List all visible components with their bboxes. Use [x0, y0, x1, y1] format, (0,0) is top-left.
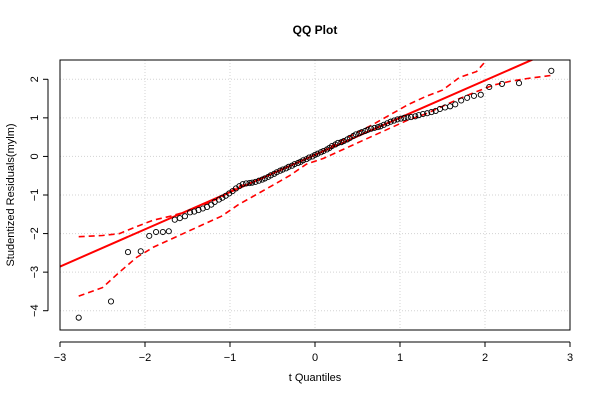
x-tick-label: −3 — [54, 352, 67, 364]
data-point — [199, 205, 206, 212]
data-point — [246, 179, 253, 187]
data-point — [267, 172, 274, 179]
data-point — [387, 118, 394, 125]
data-point — [380, 121, 387, 128]
data-point — [424, 110, 431, 117]
data-point — [397, 115, 404, 122]
data-point — [171, 216, 178, 223]
data-point — [452, 101, 459, 108]
data-point — [384, 120, 391, 127]
data-point — [176, 215, 183, 222]
data-point — [390, 117, 398, 124]
x-tick-label: 1 — [397, 352, 403, 364]
x-tick-label: −2 — [139, 352, 152, 364]
data-point — [255, 177, 262, 184]
y-tick-label: −2 — [29, 227, 41, 240]
data-point — [137, 248, 144, 255]
plot-frame — [59, 59, 571, 331]
y-tick-label: −3 — [29, 266, 41, 279]
grid — [59, 60, 571, 330]
data-point — [415, 112, 422, 119]
data-point — [498, 80, 506, 87]
data-point — [464, 94, 471, 101]
y-axis-label: Studentized Residuals(mylm) — [5, 123, 17, 266]
data-point — [334, 139, 342, 146]
y-tick-label: −4 — [29, 304, 41, 317]
x-tick-label: 2 — [482, 352, 488, 364]
data-point — [159, 228, 166, 236]
x-tick-label: −1 — [224, 352, 237, 364]
data-point — [261, 175, 268, 182]
x-tick-label: 3 — [567, 352, 573, 364]
data-point — [374, 124, 381, 131]
data-point — [404, 114, 411, 121]
data-point — [239, 181, 246, 188]
data-point — [252, 178, 259, 185]
data-point — [364, 126, 371, 133]
data-point — [368, 125, 375, 132]
data-point — [208, 201, 215, 208]
data-point — [346, 134, 353, 141]
data-point — [152, 228, 160, 236]
data-point — [236, 183, 243, 190]
y-tick-label: 0 — [29, 153, 41, 159]
data-point — [428, 109, 435, 116]
data-point — [195, 206, 202, 214]
data-point — [314, 150, 321, 157]
data-point — [328, 142, 336, 150]
data-point — [377, 123, 384, 130]
data-point — [371, 124, 378, 131]
data-point — [285, 163, 292, 170]
data-point — [124, 249, 132, 256]
data-point — [191, 208, 198, 215]
data-point — [186, 209, 194, 216]
data-point — [249, 179, 256, 186]
chart-title: QQ Plot — [293, 23, 338, 37]
data-point — [305, 154, 313, 161]
x-axis: −3 −2 −1 0 1 2 3 — [54, 341, 573, 364]
data-point — [107, 298, 115, 305]
data-point — [407, 114, 415, 121]
envelope-upper-line — [78, 61, 486, 238]
data-point — [219, 194, 226, 201]
data-point — [340, 137, 347, 145]
data-point — [215, 196, 222, 203]
data-point — [394, 116, 401, 123]
x-tick-label: 0 — [312, 352, 318, 364]
y-tick-label: 2 — [29, 76, 41, 82]
data-point — [291, 161, 298, 168]
data-point — [243, 180, 250, 187]
data-points — [75, 67, 555, 321]
y-tick-label: 1 — [29, 115, 41, 121]
data-point — [486, 83, 493, 91]
data-point — [165, 228, 172, 235]
data-point — [470, 92, 478, 99]
data-point — [300, 157, 307, 164]
data-point — [477, 91, 484, 98]
y-tick-label: −1 — [29, 189, 41, 202]
data-point — [273, 169, 280, 176]
data-point — [515, 80, 523, 87]
data-point — [419, 110, 427, 118]
data-point — [458, 97, 465, 104]
y-axis: −4 −3 −2 −1 0 1 2 — [29, 76, 49, 317]
data-point — [146, 232, 153, 239]
data-point — [352, 131, 359, 138]
envelope-upper — [78, 61, 486, 238]
data-point — [358, 129, 365, 136]
data-point — [412, 113, 419, 120]
data-point — [75, 314, 82, 321]
x-axis-label: t Quantiles — [289, 372, 342, 384]
data-point — [181, 213, 188, 220]
data-point — [548, 67, 555, 74]
data-point — [401, 114, 408, 121]
data-point — [279, 166, 286, 173]
data-point — [320, 147, 327, 155]
data-point — [447, 103, 454, 110]
